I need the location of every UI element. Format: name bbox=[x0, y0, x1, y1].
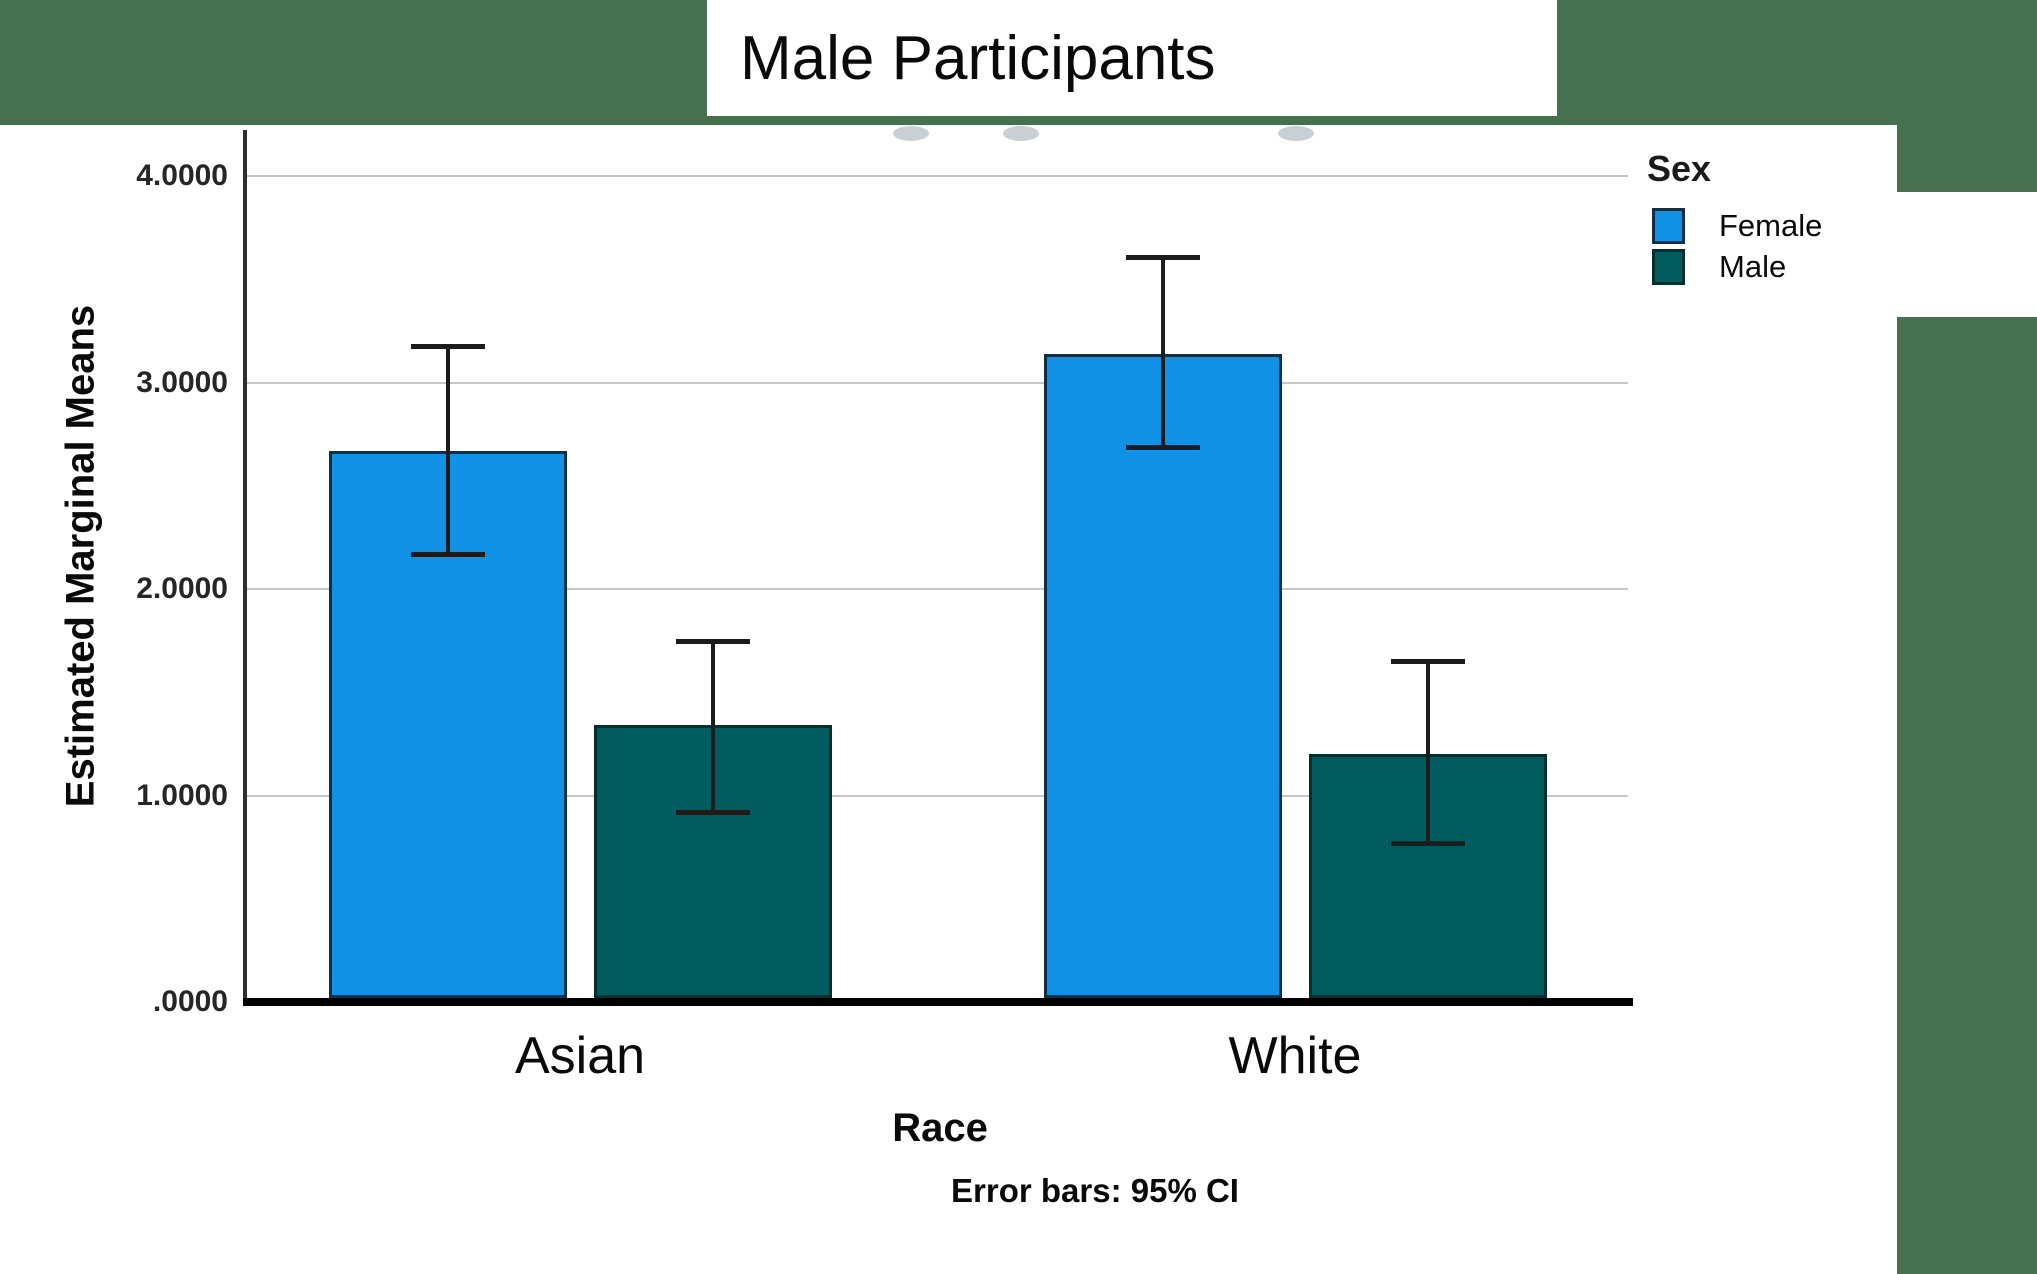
legend-label-female: Female bbox=[1719, 208, 1823, 243]
border-right-notch bbox=[1897, 125, 2037, 192]
error-bar-cap-bottom bbox=[1390, 841, 1465, 847]
error-bar-cap-top bbox=[1390, 659, 1465, 665]
x-axis-title: Race bbox=[892, 1106, 988, 1150]
gridline-2.0000 bbox=[247, 588, 1628, 591]
cropped-text-artifact bbox=[1278, 126, 1314, 141]
border-right-column bbox=[1897, 317, 2037, 1274]
error-bar-line bbox=[445, 345, 450, 555]
error-bar-cap-bottom bbox=[410, 552, 485, 558]
bar-female-white bbox=[1043, 353, 1282, 998]
title-box: Male Participants bbox=[707, 0, 1557, 116]
y-tick-label: 1.0000 bbox=[136, 778, 228, 812]
x-category-label-white: White bbox=[1228, 1027, 1362, 1085]
gridline-1.0000 bbox=[247, 794, 1628, 797]
y-tick-label: 2.0000 bbox=[136, 572, 228, 606]
legend-item-male: Male bbox=[1652, 249, 1822, 285]
male-swatch-icon bbox=[1652, 249, 1685, 285]
error-bar-cap-top bbox=[410, 343, 485, 349]
y-tick-label: 4.0000 bbox=[136, 159, 228, 193]
x-category-label-asian: Asian bbox=[514, 1027, 646, 1085]
y-axis-line bbox=[243, 130, 247, 1002]
cropped-text-artifact bbox=[1003, 126, 1039, 141]
error-bar-line bbox=[1160, 256, 1165, 447]
page-title: Male Participants bbox=[740, 23, 1216, 93]
x-axis-baseline bbox=[243, 998, 1633, 1006]
cropped-text-artifact bbox=[893, 126, 929, 141]
error-bars-caption: Error bars: 95% CI bbox=[951, 1172, 1239, 1209]
error-bar-line bbox=[1425, 661, 1430, 844]
gridline-4.0000 bbox=[247, 175, 1628, 178]
gridline-3.0000 bbox=[247, 381, 1628, 384]
error-bar-cap-bottom bbox=[1125, 444, 1200, 450]
legend: Female Male bbox=[1652, 208, 1822, 285]
y-tick-label: .0000 bbox=[152, 985, 228, 1018]
error-bar-cap-bottom bbox=[675, 810, 750, 816]
error-bar-line bbox=[710, 640, 715, 813]
y-tick-label: 3.0000 bbox=[136, 365, 228, 399]
legend-title: Sex bbox=[1647, 148, 1712, 189]
legend-label-male: Male bbox=[1719, 249, 1787, 284]
female-swatch-icon bbox=[1652, 208, 1685, 244]
error-bar-cap-top bbox=[675, 638, 750, 644]
error-bar-cap-top bbox=[1125, 254, 1200, 260]
legend-item-female: Female bbox=[1652, 208, 1822, 244]
